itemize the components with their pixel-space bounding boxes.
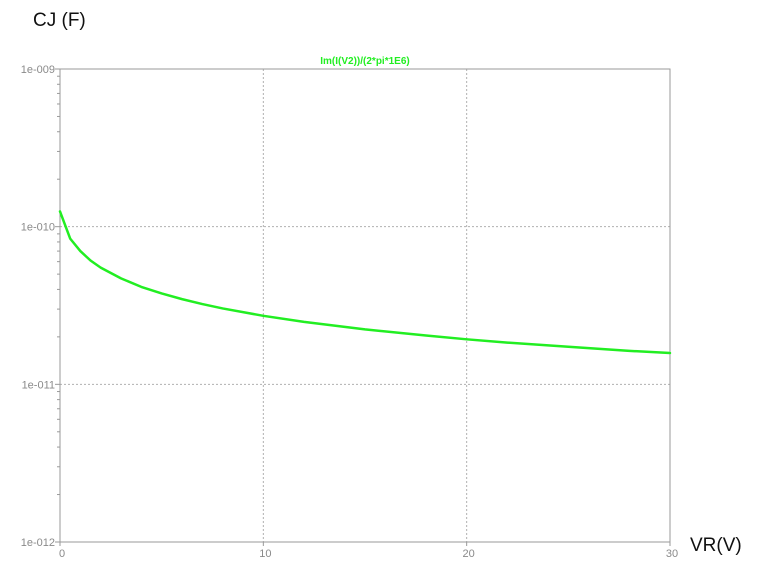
- x-tick-label: 20: [463, 548, 475, 560]
- y-tick-label: 1e-011: [22, 379, 55, 391]
- x-tick-label: 10: [259, 548, 271, 560]
- grid-lines: [60, 69, 670, 542]
- y-tick-label: 1e-010: [21, 222, 55, 234]
- x-tick-label: 30: [666, 548, 678, 560]
- x-axis-title: VR(V): [690, 535, 742, 556]
- x-tick-label: 0: [59, 548, 65, 560]
- y-axis-title: CJ (F): [33, 10, 86, 31]
- x-axis: 0 10 20 30: [59, 542, 678, 560]
- plot-frame: [59, 68, 671, 543]
- y-axis: 1e-012 1e-011 1e-010 1e-009: [21, 64, 60, 549]
- y-tick-label: 1e-012: [21, 537, 55, 549]
- y-tick-label: 1e-009: [21, 64, 55, 76]
- series-line: [58, 210, 672, 355]
- minor-ticks: [57, 75, 60, 496]
- series-title: Im(I(V2))/(2*pi*1E6): [320, 56, 409, 67]
